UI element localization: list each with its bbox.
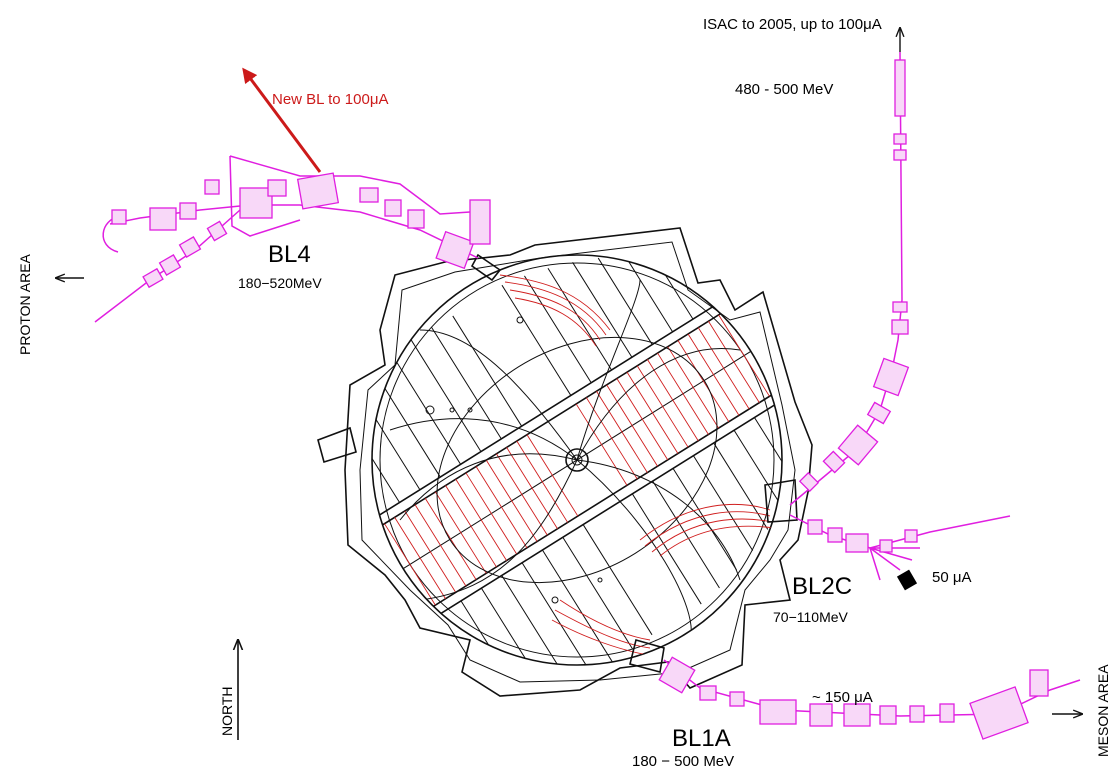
- cyclotron-outer-shield: [344, 227, 813, 697]
- proton-area-label: PROTON AREA: [17, 253, 33, 355]
- port-bl1a: [629, 639, 665, 673]
- bl4-name: BL4: [268, 241, 311, 268]
- beamline-bl1a: [658, 656, 1082, 740]
- port-bl2c: [764, 479, 798, 523]
- new-bl-arrow: [242, 67, 322, 173]
- cyclotron-center-inner: [571, 454, 583, 466]
- beamline-bl4: [94, 155, 491, 323]
- bl2c-name: BL2C: [792, 573, 852, 600]
- port-west: [317, 426, 357, 464]
- cyclotron-tank-outer: [371, 254, 783, 666]
- bl1a-energy: 180 − 500 MeV: [632, 753, 734, 770]
- bl2c-current: 50 μA: [932, 569, 972, 586]
- extraction-fans: [499, 274, 775, 656]
- beamline-bl2c: [789, 514, 1011, 591]
- north-label: NORTH: [219, 686, 235, 736]
- bl2c-energy: 70−110MeV: [773, 609, 849, 625]
- cyclotron-center-outer: [565, 448, 589, 472]
- sector-curves: [389, 279, 741, 641]
- isac-energy-label: 480 - 500 MeV: [735, 81, 833, 98]
- port-bl4: [470, 253, 502, 282]
- beamline-isac: [789, 28, 910, 506]
- bl4-energy: 180−520MeV: [238, 275, 322, 291]
- isac-label: ISAC to 2005, up to 100μA: [703, 16, 882, 33]
- probes: [425, 316, 603, 604]
- cyclotron: [317, 227, 813, 697]
- new-bl-label: New BL to 100μA: [272, 91, 388, 108]
- bl2c-target: [896, 569, 918, 591]
- meson-area-label: MESON AREA: [1095, 664, 1111, 757]
- bl1a-name: BL1A: [672, 725, 731, 752]
- cyclotron-tank-inner: [379, 262, 775, 658]
- bl1a-current: ~ 150 μA: [812, 689, 873, 706]
- cyclotron-inner-shield: [359, 241, 796, 683]
